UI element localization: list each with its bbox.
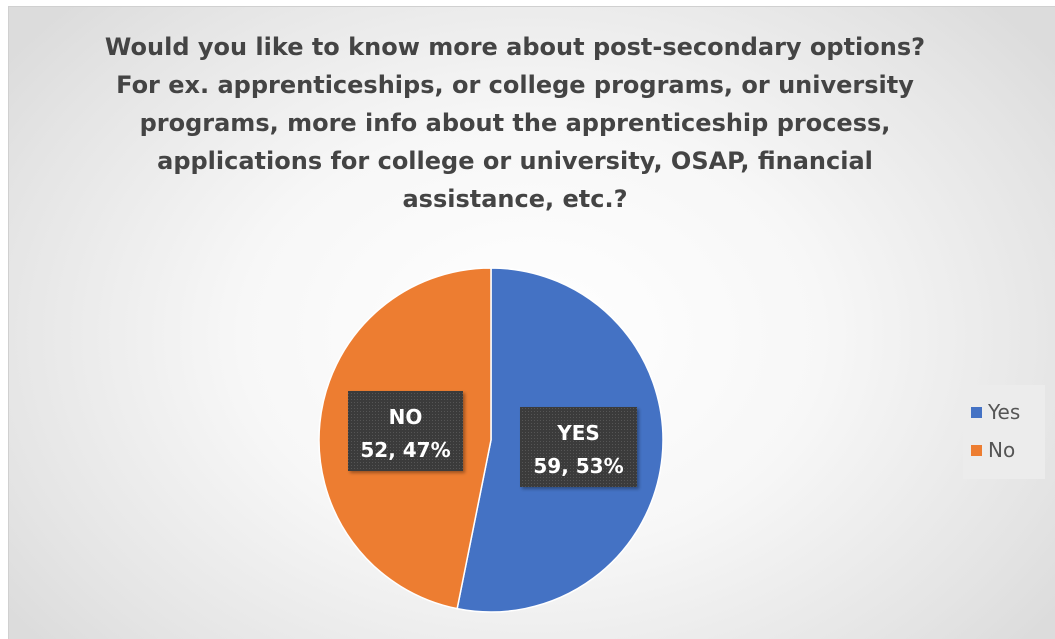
chart-title-line: programs, more info about the apprentice… <box>139 109 891 137</box>
legend: Yes No <box>963 385 1045 479</box>
data-label-box <box>348 391 463 471</box>
data-label-category: NO <box>389 405 423 429</box>
legend-swatch-yes <box>971 406 982 418</box>
chart-title-line: Would you like to know more about post-s… <box>104 33 926 61</box>
data-label-no: NO 52, 47% <box>348 391 463 471</box>
data-labels: YES 59, 53% NO 52, 47% <box>348 391 637 487</box>
legend-item-yes: Yes <box>971 393 1039 431</box>
chart-title: Would you like to know more about post-s… <box>60 28 970 218</box>
legend-label-yes: Yes <box>988 400 1021 424</box>
chart-title-line: For ex. apprenticeships, or college prog… <box>116 71 914 99</box>
chart-title-line: assistance, etc.? <box>402 185 628 213</box>
data-label-box <box>520 407 637 487</box>
data-label-yes: YES 59, 53% <box>520 407 637 487</box>
data-label-category: YES <box>556 421 600 445</box>
data-label-value: 52, 47% <box>360 438 450 462</box>
legend-label-no: No <box>988 438 1016 462</box>
legend-swatch-no <box>971 444 982 456</box>
data-label-value: 59, 53% <box>533 454 623 478</box>
chart-title-line: applications for college or university, … <box>157 147 873 175</box>
legend-item-no: No <box>971 431 1039 469</box>
